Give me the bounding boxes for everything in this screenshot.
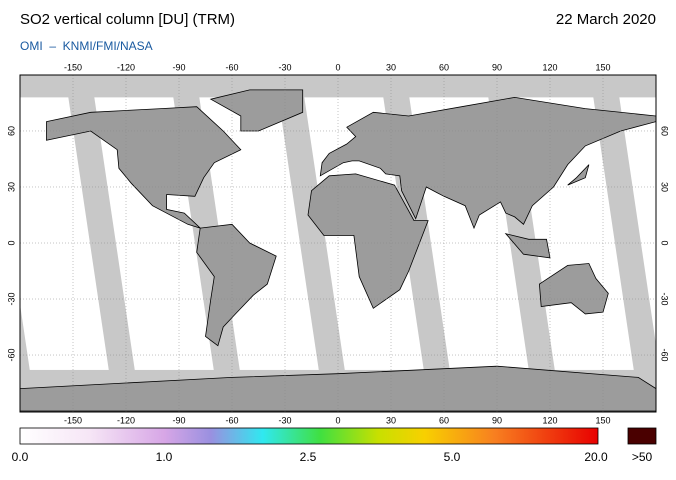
lon-tick-label: 0	[335, 415, 340, 425]
lat-tick-label: 60	[6, 126, 16, 136]
polar-gap	[20, 75, 656, 98]
landmass	[567, 164, 590, 186]
colorbar-label: 1.0	[156, 450, 173, 464]
landmass	[209, 89, 304, 132]
lat-tick-label: 30	[660, 182, 670, 192]
lat-tick-label: 0	[6, 240, 16, 245]
lon-tick-label: -90	[172, 62, 185, 72]
lon-tick-label: -30	[278, 62, 291, 72]
colorbar-label: 20.0	[584, 450, 608, 464]
colorbar-label: 5.0	[444, 450, 461, 464]
credit: OMI – KNMI/FMI/NASA	[20, 39, 153, 53]
lat-tick-label: 0	[660, 240, 670, 245]
lon-tick-label: -60	[225, 62, 238, 72]
lon-tick-label: 150	[595, 415, 610, 425]
colorbar-overflow	[627, 427, 657, 445]
lat-tick-label: 30	[6, 182, 16, 192]
lat-tick-label: -60	[660, 349, 670, 362]
lon-tick-label: -60	[225, 415, 238, 425]
orbit-gap	[65, 75, 141, 412]
landmass	[196, 223, 277, 347]
landmass	[504, 233, 551, 259]
lon-tick-label: 60	[439, 415, 449, 425]
lon-tick-label: -120	[117, 415, 135, 425]
lat-tick-label: -30	[660, 293, 670, 306]
lon-tick-label: 30	[386, 415, 396, 425]
lon-tick-label: 120	[542, 62, 557, 72]
lat-tick-label: -60	[6, 349, 16, 362]
lon-tick-label: 0	[335, 62, 340, 72]
lon-tick-label: 150	[595, 62, 610, 72]
landmass	[319, 96, 656, 230]
lon-tick-label: 90	[492, 415, 502, 425]
date: 22 March 2020	[556, 11, 656, 28]
lon-tick-label: -90	[172, 415, 185, 425]
colorbar-overflow-label: >50	[632, 450, 653, 464]
lon-tick-label: -150	[64, 62, 82, 72]
colorbar-label: 2.5	[300, 450, 317, 464]
lon-tick-label: 90	[492, 62, 502, 72]
lon-tick-label: -120	[117, 62, 135, 72]
title: SO2 vertical column [DU] (TRM)	[20, 11, 235, 28]
lon-tick-label: -150	[64, 415, 82, 425]
colorbar-label: 0.0	[12, 450, 29, 464]
lat-tick-label: -30	[6, 293, 16, 306]
landmass	[538, 263, 609, 315]
colorbar	[19, 427, 599, 445]
lon-tick-label: 30	[386, 62, 396, 72]
lat-tick-label: 60	[660, 126, 670, 136]
lon-tick-label: -30	[278, 415, 291, 425]
map-frame	[19, 74, 657, 413]
orbit-gap	[275, 75, 351, 412]
lon-tick-label: 120	[542, 415, 557, 425]
orbit-gap	[590, 75, 656, 412]
map	[20, 75, 656, 412]
lon-tick-label: 60	[439, 62, 449, 72]
landmass	[46, 106, 242, 229]
